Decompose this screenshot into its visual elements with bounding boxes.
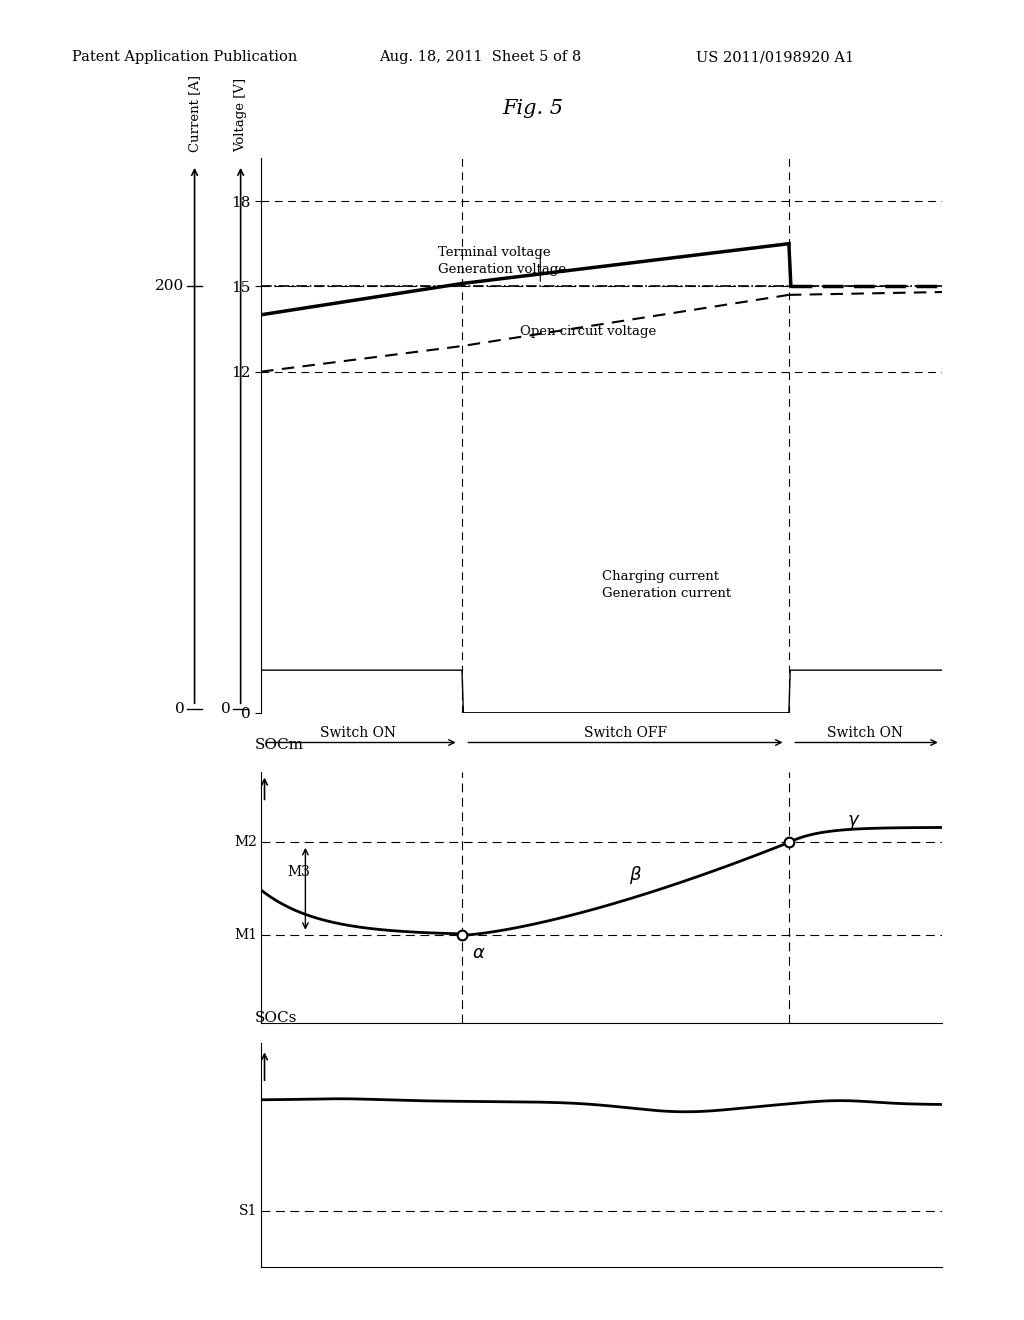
Text: Open circuit voltage: Open circuit voltage — [520, 325, 656, 338]
Text: Aug. 18, 2011  Sheet 5 of 8: Aug. 18, 2011 Sheet 5 of 8 — [379, 50, 582, 65]
Text: Fig. 5: Fig. 5 — [502, 99, 563, 117]
Text: M2: M2 — [234, 836, 258, 850]
Text: Patent Application Publication: Patent Application Publication — [72, 50, 297, 65]
Text: M3: M3 — [287, 865, 310, 879]
Text: US 2011/0198920 A1: US 2011/0198920 A1 — [696, 50, 854, 65]
Text: $\gamma$: $\gamma$ — [847, 813, 860, 830]
Text: Switch OFF: Switch OFF — [584, 726, 667, 741]
Text: $\alpha$: $\alpha$ — [472, 944, 485, 962]
Text: 0: 0 — [174, 702, 184, 715]
Text: Current [A]: Current [A] — [188, 75, 201, 152]
Text: Voltage [V]: Voltage [V] — [234, 78, 247, 152]
Text: Switch ON: Switch ON — [827, 726, 903, 741]
Text: SOCs: SOCs — [254, 1011, 297, 1024]
Text: Terminal voltage
Generation voltage: Terminal voltage Generation voltage — [438, 246, 566, 276]
Text: S1: S1 — [240, 1204, 258, 1218]
Text: SOCm: SOCm — [254, 738, 303, 752]
Text: 0: 0 — [220, 702, 230, 715]
FancyArrowPatch shape — [262, 1055, 267, 1080]
Text: Charging current
Generation current: Charging current Generation current — [602, 570, 731, 599]
FancyArrowPatch shape — [262, 779, 267, 800]
Text: 200: 200 — [155, 280, 184, 293]
Text: $\beta$: $\beta$ — [629, 865, 642, 886]
Text: Switch ON: Switch ON — [319, 726, 395, 741]
Text: M1: M1 — [234, 928, 258, 942]
